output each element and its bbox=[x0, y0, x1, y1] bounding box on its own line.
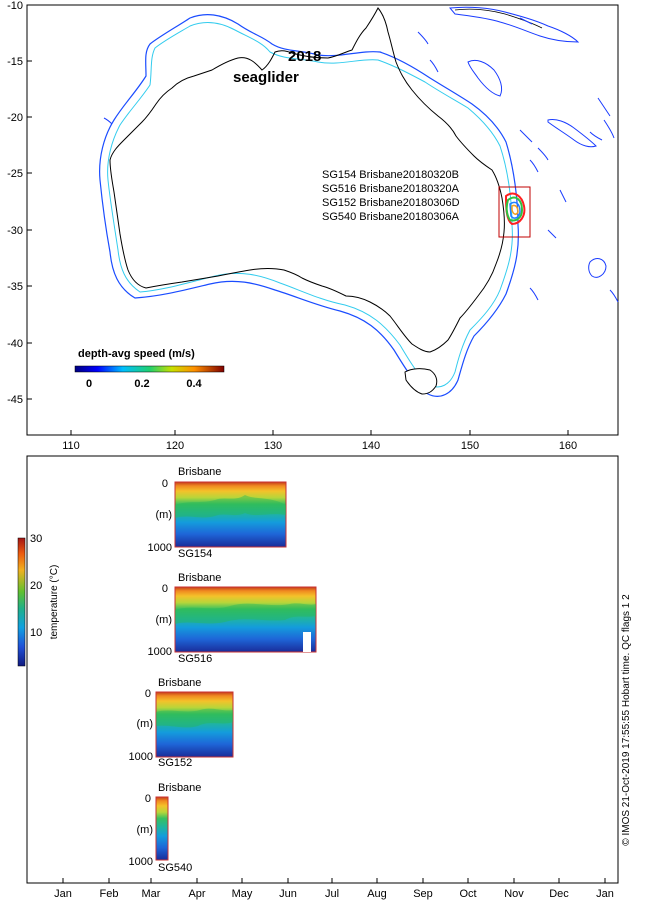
deployment-site-label: Brisbane bbox=[158, 677, 201, 689]
speed-colorbar bbox=[74, 365, 225, 373]
depth-axis-label: (m) bbox=[156, 509, 173, 521]
map-x-axis: 110 120 130 140 150 160 bbox=[62, 430, 577, 452]
australia-coastline bbox=[109, 7, 505, 353]
x-tick-label: 130 bbox=[264, 440, 282, 452]
month-tick-label: Oct bbox=[459, 888, 476, 900]
deployment-sg540: Brisbane 0 (m) 1000 SG540 bbox=[129, 782, 202, 874]
month-tick-label: Nov bbox=[504, 888, 524, 900]
deployment-glider-label: SG154 bbox=[178, 548, 212, 560]
x-tick-label: 120 bbox=[166, 440, 184, 452]
deployment-profile bbox=[155, 796, 169, 861]
y-tick-label: -40 bbox=[7, 338, 23, 350]
deployment-site-label: Brisbane bbox=[178, 572, 221, 584]
glider-track-sg152 bbox=[509, 201, 521, 219]
month-tick-label: Mar bbox=[142, 888, 161, 900]
depth-tick-bottom: 1000 bbox=[148, 542, 172, 554]
speed-colorbar-tick: 0.2 bbox=[134, 378, 149, 390]
deployment-site-label: Brisbane bbox=[178, 466, 221, 478]
mission-label: SG540 Brisbane20180306A bbox=[322, 211, 460, 223]
temperature-colorbar-label: temperature (°C) bbox=[49, 565, 60, 640]
deployment-sg152: Brisbane 0 (m) 1000 SG152 bbox=[129, 677, 234, 769]
lord-howe-coastline bbox=[588, 258, 607, 278]
map-panel: 2018 seaglider SG154 Brisbane20180320B S… bbox=[7, 0, 619, 452]
depth-tick-top: 0 bbox=[145, 688, 151, 700]
depth-tick-bottom: 1000 bbox=[129, 856, 153, 868]
deployment-profile bbox=[155, 691, 234, 758]
map-y-axis: -10 -15 -20 -25 -30 -35 -40 -45 bbox=[7, 0, 32, 406]
thermocline-band bbox=[156, 708, 233, 728]
deployment-sg516: Brisbane 0 (m) 1000 SG516 bbox=[148, 572, 317, 665]
y-tick-label: -35 bbox=[7, 281, 23, 293]
temperature-colorbar bbox=[17, 537, 26, 667]
temperature-colorbar-tick: 30 bbox=[30, 533, 42, 545]
mission-label: SG516 Brisbane20180320A bbox=[322, 183, 460, 195]
new-caledonia-coastline bbox=[547, 119, 597, 148]
month-tick-label: Jun bbox=[279, 888, 297, 900]
y-tick-label: -15 bbox=[7, 56, 23, 68]
timeline-axes bbox=[26, 455, 619, 884]
y-tick-label: -10 bbox=[7, 0, 23, 12]
deployment-sg154: Brisbane 0 (m) 1000 SG154 bbox=[148, 466, 287, 560]
month-tick-label: Sep bbox=[413, 888, 433, 900]
x-tick-label: 110 bbox=[62, 440, 80, 452]
deployment-glider-label: SG516 bbox=[178, 653, 212, 665]
depth-tick-bottom: 1000 bbox=[148, 646, 172, 658]
month-tick-label: Aug bbox=[367, 888, 387, 900]
timeline-panel: 30 20 10 temperature (°C) Brisbane 0 (m)… bbox=[17, 455, 619, 900]
month-tick-label: Jan bbox=[54, 888, 72, 900]
glider-region-box bbox=[498, 186, 531, 238]
depth-axis-label: (m) bbox=[156, 614, 173, 626]
thermocline-band bbox=[175, 603, 316, 624]
deployment-glider-label: SG540 bbox=[158, 862, 192, 874]
y-tick-label: -20 bbox=[7, 112, 23, 124]
month-tick-label: Dec bbox=[549, 888, 569, 900]
depth-tick-bottom: 1000 bbox=[129, 751, 153, 763]
y-tick-label: -30 bbox=[7, 225, 23, 237]
depth-axis-label: (m) bbox=[137, 824, 154, 836]
isobath-200m-line bbox=[107, 22, 513, 388]
map-title-year: 2018 bbox=[288, 48, 321, 65]
x-tick-label: 150 bbox=[461, 440, 479, 452]
speed-colorbar-tick: 0.4 bbox=[186, 378, 202, 390]
depth-axis-label: (m) bbox=[137, 718, 154, 730]
month-tick-label: May bbox=[232, 888, 253, 900]
speed-colorbar-tick: 0 bbox=[86, 378, 92, 390]
temperature-colorbar-tick: 20 bbox=[30, 580, 42, 592]
mission-label: SG152 Brisbane20180306D bbox=[322, 197, 460, 209]
reef-islands-coastline bbox=[467, 59, 503, 97]
speed-colorbar-title: depth-avg speed (m/s) bbox=[78, 348, 195, 360]
mission-label: SG154 Brisbane20180320B bbox=[322, 169, 459, 181]
y-tick-label: -45 bbox=[7, 394, 23, 406]
deployment-profile bbox=[174, 481, 287, 548]
thermocline-band bbox=[175, 495, 286, 518]
depth-tick-top: 0 bbox=[162, 478, 168, 490]
depth-tick-top: 0 bbox=[145, 793, 151, 805]
deployment-site-label: Brisbane bbox=[158, 782, 201, 794]
x-tick-label: 140 bbox=[362, 440, 380, 452]
new-guinea-coastline bbox=[449, 6, 580, 43]
month-tick-label: Jul bbox=[325, 888, 339, 900]
month-axis: Jan Feb Mar Apr May Jun Jul Aug Sep Oct … bbox=[54, 878, 614, 900]
deployment-glider-label: SG152 bbox=[158, 757, 192, 769]
glider-track-sg516 bbox=[505, 196, 524, 222]
northern-reef-islands bbox=[103, 17, 533, 125]
data-gap bbox=[303, 632, 311, 652]
isobath-1000m-line bbox=[99, 14, 519, 397]
y-tick-label: -25 bbox=[7, 168, 23, 180]
depth-tick-top: 0 bbox=[162, 583, 168, 595]
month-tick-label: Apr bbox=[188, 888, 205, 900]
east-australia-seamounts bbox=[519, 129, 619, 303]
glider-track-sg540 bbox=[511, 204, 519, 215]
glider-tracks bbox=[504, 192, 526, 226]
tasmania-coastline bbox=[404, 368, 438, 395]
temperature-colorbar-tick: 10 bbox=[30, 627, 42, 639]
deployment-profile bbox=[174, 586, 317, 653]
vanuatu-islands-coastline bbox=[589, 97, 615, 141]
footer-credit: © IMOS 21-Oct-2019 17:55:55 Hobart time.… bbox=[621, 594, 632, 846]
month-tick-label: Feb bbox=[100, 888, 119, 900]
x-tick-label: 160 bbox=[559, 440, 577, 452]
map-title-name: seaglider bbox=[233, 69, 299, 86]
month-tick-label: Jan bbox=[596, 888, 614, 900]
